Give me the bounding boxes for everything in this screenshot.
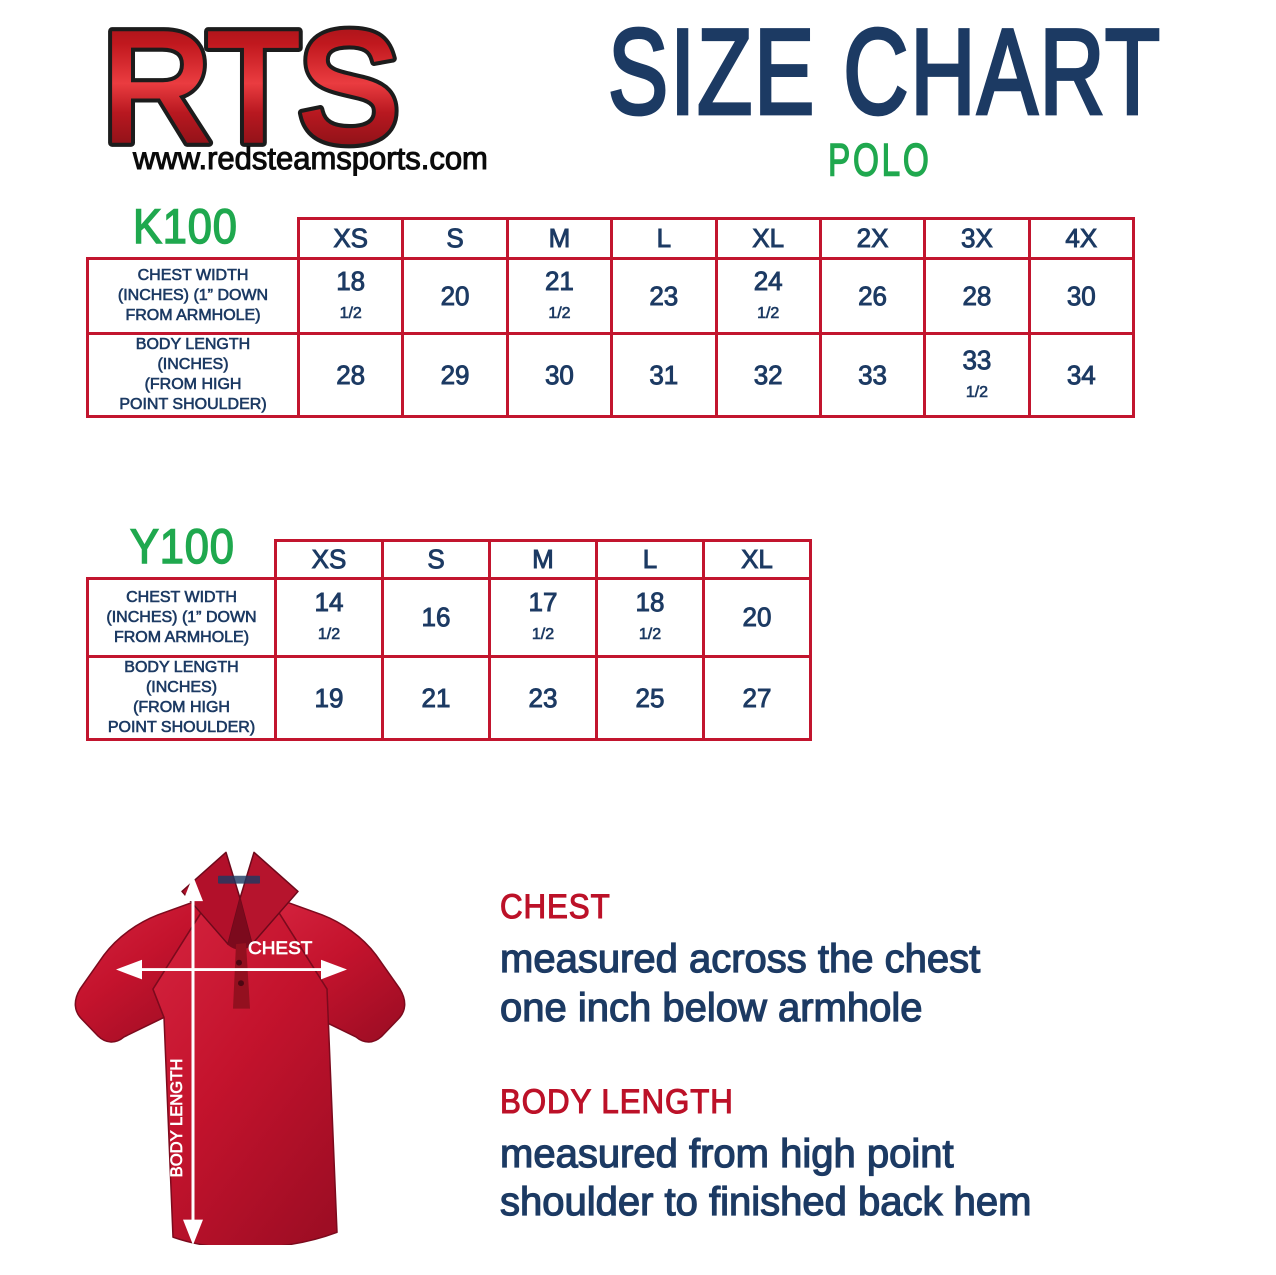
svg-text:CHEST: CHEST	[248, 937, 313, 958]
svg-text:BODY LENGTH: BODY LENGTH	[167, 1059, 186, 1178]
